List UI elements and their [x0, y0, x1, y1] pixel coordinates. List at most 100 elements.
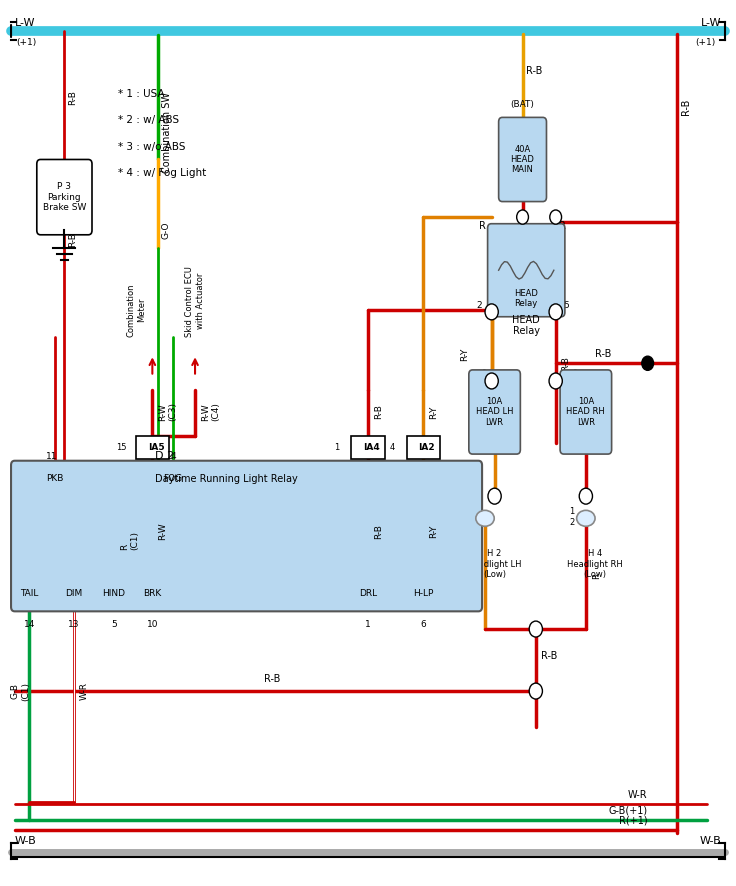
Circle shape	[550, 210, 562, 224]
Text: HIND: HIND	[102, 589, 126, 598]
Text: 1: 1	[573, 369, 578, 378]
Text: 15: 15	[116, 443, 127, 452]
Text: L-W: L-W	[15, 19, 35, 28]
Text: R-B: R-B	[68, 232, 77, 246]
Text: H 4
Headlight RH
(Low): H 4 Headlight RH (Low)	[567, 549, 623, 579]
Text: * 3 : w/o ABS: * 3 : w/o ABS	[118, 142, 185, 152]
Text: (+1): (+1)	[695, 38, 715, 47]
Text: 1: 1	[470, 507, 475, 516]
Text: Daytime Running Light Relay: Daytime Running Light Relay	[155, 474, 297, 484]
Text: R: R	[592, 572, 601, 579]
Circle shape	[485, 373, 498, 389]
Text: (BAT): (BAT)	[511, 99, 534, 109]
Text: HEAD
Relay: HEAD Relay	[514, 289, 538, 308]
Text: R-B: R-B	[595, 349, 612, 359]
Text: IA2: IA2	[419, 443, 435, 452]
Text: H-LP: H-LP	[413, 589, 434, 598]
FancyBboxPatch shape	[37, 159, 92, 235]
Text: 2: 2	[481, 447, 487, 456]
Circle shape	[549, 304, 562, 320]
Circle shape	[529, 621, 542, 637]
Text: 2: 2	[573, 447, 578, 456]
Text: R: R	[559, 221, 566, 231]
Text: DRL: DRL	[359, 589, 377, 598]
FancyBboxPatch shape	[499, 118, 546, 202]
Text: R-B: R-B	[374, 405, 383, 419]
FancyBboxPatch shape	[487, 224, 565, 317]
Text: Combination SW: Combination SW	[162, 92, 172, 174]
Text: Combination
Meter: Combination Meter	[127, 284, 146, 337]
Text: TAIL: TAIL	[21, 589, 38, 598]
Text: R-Y: R-Y	[429, 405, 438, 419]
Text: W-R: W-R	[79, 682, 88, 700]
Text: 1: 1	[570, 507, 575, 516]
Text: H 2
Headlight LH
(Low): H 2 Headlight LH (Low)	[467, 549, 522, 579]
Circle shape	[488, 488, 501, 504]
Text: R-B: R-B	[374, 525, 383, 539]
Text: BRK: BRK	[144, 589, 161, 598]
Text: 2: 2	[570, 517, 575, 526]
Text: R-W: R-W	[158, 523, 167, 540]
Text: * 2 : w/ ABS: * 2 : w/ ABS	[118, 115, 179, 125]
Bar	[352, 437, 384, 459]
Circle shape	[529, 683, 542, 699]
Circle shape	[517, 210, 528, 224]
Text: 1: 1	[481, 369, 487, 378]
Text: 10A
HEAD LH
LWR: 10A HEAD LH LWR	[476, 397, 513, 427]
Text: 2: 2	[476, 301, 482, 310]
Text: W-B: W-B	[15, 836, 37, 846]
Text: R: R	[479, 221, 486, 231]
Text: 4: 4	[170, 452, 176, 461]
Circle shape	[642, 356, 654, 370]
Text: D 2: D 2	[155, 451, 174, 461]
Text: 1: 1	[365, 620, 371, 629]
Text: R-B: R-B	[541, 650, 557, 661]
FancyBboxPatch shape	[560, 370, 612, 454]
Text: G-O: G-O	[162, 222, 171, 239]
Text: R-W: R-W	[467, 567, 476, 585]
Circle shape	[579, 488, 592, 504]
Text: 11: 11	[46, 452, 57, 461]
Text: W-R: W-R	[628, 790, 648, 800]
Text: R-B: R-B	[681, 98, 691, 114]
Text: 6: 6	[420, 620, 426, 629]
Text: R-Y: R-Y	[461, 347, 470, 361]
Ellipse shape	[475, 510, 495, 526]
Ellipse shape	[576, 510, 595, 526]
Text: G-B(+1): G-B(+1)	[609, 805, 648, 815]
Text: R
(C1): R (C1)	[120, 531, 139, 550]
Text: R-W
(C3): R-W (C3)	[158, 402, 177, 422]
Bar	[406, 437, 439, 459]
Text: * 4 : w/ Fog Light: * 4 : w/ Fog Light	[118, 168, 206, 178]
Circle shape	[485, 304, 498, 320]
Text: R(+1): R(+1)	[619, 816, 648, 826]
Text: R-B: R-B	[562, 356, 570, 370]
Text: PKB: PKB	[46, 474, 64, 483]
Text: HEAD
Relay: HEAD Relay	[512, 315, 540, 336]
Text: 40A
HEAD
MAIN: 40A HEAD MAIN	[511, 144, 534, 175]
Text: R-W
(C4): R-W (C4)	[201, 402, 220, 422]
Bar	[135, 437, 169, 459]
Text: * 1 : USA: * 1 : USA	[118, 89, 164, 98]
Text: DIM: DIM	[65, 589, 82, 598]
Text: 5: 5	[111, 620, 117, 629]
Text: Skid Control ECU
with Actuator: Skid Control ECU with Actuator	[185, 266, 205, 337]
FancyBboxPatch shape	[11, 461, 482, 611]
Text: 4: 4	[389, 443, 394, 452]
Text: 14: 14	[24, 620, 35, 629]
Text: 2: 2	[470, 517, 475, 526]
Text: L-W: L-W	[701, 19, 721, 28]
Text: R-B: R-B	[68, 90, 77, 105]
Text: 5: 5	[563, 301, 569, 310]
FancyBboxPatch shape	[469, 370, 520, 454]
Text: R-Y: R-Y	[429, 525, 438, 539]
Text: 13: 13	[68, 620, 79, 629]
Text: (+1): (+1)	[16, 38, 37, 47]
Text: 1: 1	[334, 443, 339, 452]
Text: IA5: IA5	[148, 443, 164, 452]
Circle shape	[549, 373, 562, 389]
Text: R-B: R-B	[526, 66, 542, 76]
Text: W-B: W-B	[699, 836, 721, 846]
Text: 10A
HEAD RH
LWR: 10A HEAD RH LWR	[567, 397, 605, 427]
Text: FOG: FOG	[163, 474, 183, 483]
